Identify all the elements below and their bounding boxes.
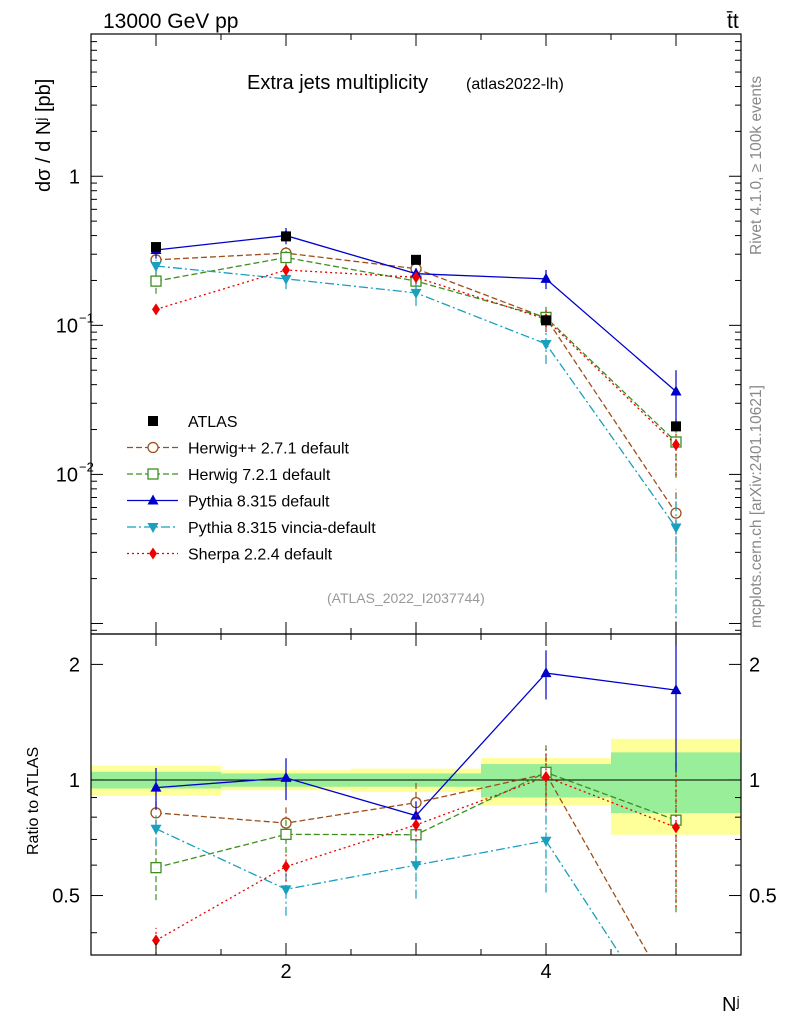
legend-marker	[147, 468, 159, 480]
series-2-point	[540, 272, 552, 283]
x-tick-label: 2	[280, 961, 291, 983]
series-3-ratio-point	[280, 885, 292, 896]
legend-entry-4: Sherpa 2.2.4 default	[127, 547, 333, 564]
rivet-version-label: Rivet 4.1.0, ≥ 100k events	[748, 76, 765, 255]
series-2-ratio-point	[280, 771, 292, 782]
legend-entry-atlas: ATLAS	[148, 414, 238, 431]
y-tick-label: 10	[56, 315, 78, 337]
ratio-y-tick-label-right: 0.5	[749, 886, 777, 908]
x-tick-label: 4	[540, 961, 551, 983]
legend-marker-atlas	[148, 416, 158, 426]
y-tick-label-exponent: −2	[79, 459, 94, 474]
atlas-data-point	[541, 315, 551, 326]
analysis-watermark: (ATLAS_2022_I2037744)	[327, 590, 485, 606]
y-axis-label: dσ / d Nʲ [pb]	[33, 79, 55, 192]
legend-label: Pythia 8.315 vincia-default	[188, 520, 376, 537]
series-4-ratio-point	[152, 934, 160, 947]
legend-marker	[149, 547, 157, 560]
series-4-point	[672, 438, 680, 451]
atlas-data-point	[281, 231, 291, 242]
atlas-data-point	[671, 421, 681, 432]
ratio-y-tick-label: 2	[69, 654, 80, 676]
series-3-point	[150, 262, 162, 273]
series-3-point	[410, 288, 422, 299]
legend-entry-1: Herwig 7.2.1 default	[127, 467, 331, 484]
series-3-ratio-point	[150, 824, 162, 835]
legend-marker	[147, 523, 159, 533]
series-2-point	[670, 385, 682, 396]
ratio-axis-label: Ratio to ATLAS	[25, 747, 42, 855]
legend-marker	[147, 494, 159, 505]
series-3-point	[540, 339, 552, 350]
series-4-point	[282, 264, 290, 277]
series-1-point	[280, 251, 292, 264]
legend-label-atlas: ATLAS	[188, 414, 238, 431]
series-4-point	[152, 303, 160, 316]
energy-label: 13000 GeV pp	[103, 10, 238, 33]
legend-label: Herwig 7.2.1 default	[188, 467, 331, 484]
atlas-data-point	[151, 242, 161, 253]
series-4-ratio-point	[672, 821, 680, 834]
series-3-ratio-point	[540, 836, 552, 847]
legend-label: Sherpa 2.2.4 default	[188, 547, 333, 564]
series-1-ratio-point	[150, 861, 162, 874]
legend-label: Pythia 8.315 default	[188, 494, 330, 511]
ratio-y-tick-label: 0.5	[52, 886, 80, 908]
legend-label: Herwig++ 2.7.1 default	[188, 441, 350, 458]
series-4-ratio-point	[542, 770, 550, 783]
ratio-panel-series	[150, 635, 682, 1008]
series-3-point	[280, 274, 292, 285]
series-1-ratio-point	[280, 828, 292, 841]
legend-entry-0: Herwig++ 2.7.1 default	[127, 441, 350, 458]
legend-entry-2: Pythia 8.315 default	[127, 494, 330, 511]
chart-title: Extra jets multiplicity	[247, 72, 428, 94]
ratio-y-tick-label: 1	[69, 770, 80, 792]
process-label: t̄t	[727, 10, 739, 33]
series-4-ratio-point	[412, 818, 420, 831]
y-tick-label-exponent: −1	[79, 310, 94, 325]
ratio-y-tick-label-right: 2	[749, 654, 760, 676]
ratio-y-tick-label-right: 1	[749, 770, 760, 792]
atlas-data-point	[411, 254, 421, 265]
legend-marker	[147, 441, 159, 454]
series-2-ratio-point	[670, 684, 682, 695]
series-0-ratio-point	[671, 998, 681, 1008]
mcplots-label: mcplots.cern.ch [arXiv:2401.10621]	[748, 385, 765, 628]
x-axis-label: Nʲ	[722, 994, 740, 1016]
series-1-point	[150, 275, 162, 287]
legend-entry-3: Pythia 8.315 vincia-default	[127, 520, 376, 537]
y-tick-label: 10	[56, 464, 78, 486]
y-tick-label: 1	[69, 166, 80, 188]
series-3-ratio-point	[410, 861, 422, 872]
series-4-point	[412, 271, 420, 284]
chart-subtitle: (atlas2022-lh)	[466, 76, 564, 93]
main-frame	[90, 33, 742, 635]
series-2-ratio-point	[540, 667, 552, 678]
series-3-point	[670, 523, 682, 534]
series-4-ratio-point	[282, 860, 290, 873]
series-2-ratio-point	[150, 781, 162, 792]
